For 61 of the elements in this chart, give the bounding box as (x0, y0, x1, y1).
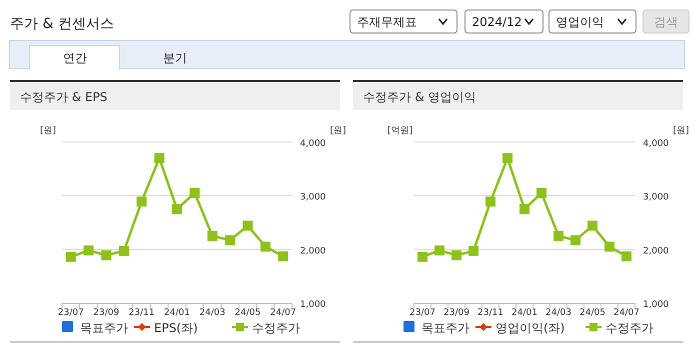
point (520, 204, 530, 214)
point (154, 153, 164, 164)
legend-label: 목표주가 (422, 321, 470, 335)
point (452, 250, 462, 260)
point (502, 153, 512, 164)
x-tick-label: 24/05 (234, 308, 261, 318)
x-tick-label: 24/05 (580, 308, 606, 318)
point (622, 251, 632, 262)
x-tick-label: 23/11 (478, 308, 504, 318)
point (554, 230, 564, 241)
x-tick-label: 23/09 (93, 308, 120, 318)
point (570, 235, 580, 246)
point (486, 196, 496, 207)
x-tick-label: 23/07 (410, 308, 436, 318)
x-tick-label: 23/09 (444, 308, 470, 318)
x-tick-label: 24/03 (546, 308, 572, 318)
x-tick-label: 24/03 (199, 308, 226, 318)
y2-tick-label: 1,000 (643, 300, 670, 310)
point (118, 246, 129, 256)
y2-axis-title: [원] (672, 126, 690, 136)
legend-label: 목표주가 (80, 321, 128, 335)
point (66, 252, 76, 262)
point (225, 235, 236, 246)
x-tick-label: 24/01 (164, 308, 190, 318)
point (260, 242, 270, 252)
x-tick-label: 24/07 (270, 308, 296, 318)
x-tick-label: 24/07 (614, 308, 640, 318)
point (207, 230, 218, 241)
y2-tick-label: 4,000 (643, 139, 670, 149)
y2-tick-label: 4,000 (300, 139, 326, 149)
point (278, 251, 288, 262)
chart-title: 수정주가 & EPS (20, 90, 108, 104)
legend-label: 수정주가 (252, 321, 300, 335)
legend-label: 영업이익(좌) (496, 321, 565, 335)
point (242, 220, 253, 231)
y2-tick-label: 1,000 (300, 300, 326, 310)
x-tick-label: 23/07 (58, 308, 84, 318)
y-axis-title: [억원] (387, 126, 413, 136)
chart-title: 수정주가 & 영업이익 (363, 90, 476, 104)
y2-tick-label: 2,000 (300, 246, 326, 256)
x-tick-label: 23/11 (128, 308, 155, 318)
x-tick-label: 24/01 (512, 308, 538, 318)
point (604, 242, 614, 252)
point (468, 246, 478, 256)
point (84, 245, 94, 256)
point (588, 220, 598, 231)
point (190, 188, 200, 198)
y2-tick-label: 3,000 (300, 192, 326, 203)
point (434, 245, 444, 256)
y2-tick-label: 2,000 (643, 246, 670, 256)
y-axis-title: [원] (40, 126, 56, 136)
point (172, 204, 182, 214)
legend-label: 수정주가 (606, 321, 654, 335)
page-header: 주가 & 컨센서스 주재무제표 2024/12 영업이익 검색 연간 분기 (9, 10, 690, 71)
legend-label: EPS(좌) (154, 321, 198, 335)
point (418, 252, 428, 262)
point (536, 188, 546, 198)
point (136, 196, 147, 207)
y2-tick-label: 3,000 (643, 192, 670, 203)
point (101, 250, 112, 260)
y2-axis-title: [원] (330, 126, 346, 136)
